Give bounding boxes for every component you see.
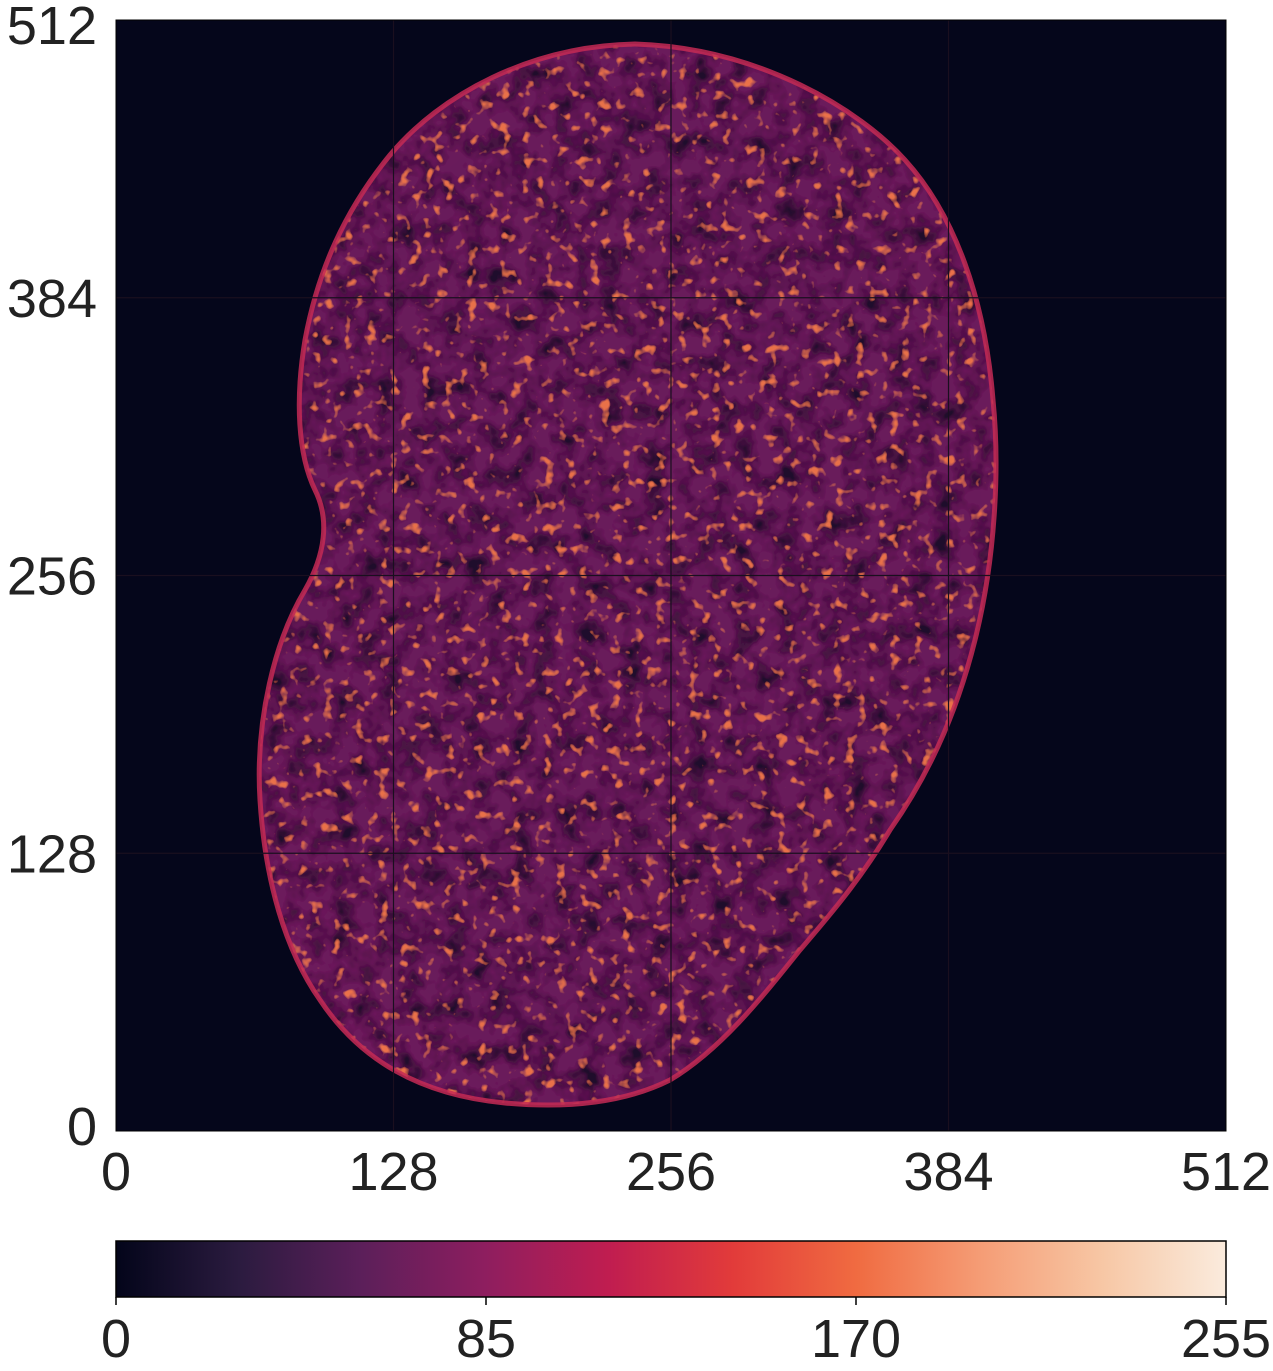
- x-tick-label: 512: [1181, 1142, 1271, 1202]
- colorbar: 0 85 170 255: [101, 1240, 1271, 1369]
- colorbar-ticks: 0 85 170 255: [101, 1297, 1271, 1369]
- y-tick-label: 384: [7, 269, 97, 329]
- x-tick-label: 128: [348, 1142, 438, 1202]
- colorbar-tick-label: 255: [1181, 1309, 1271, 1369]
- x-tick-label: 0: [101, 1142, 131, 1202]
- y-tick-label: 512: [7, 0, 97, 56]
- plot-frame: [115, 19, 1227, 1132]
- colorbar-tick-label: 0: [101, 1309, 131, 1369]
- colorbar-tick-label: 170: [811, 1309, 901, 1369]
- colorbar-gradient: [115, 1240, 1227, 1298]
- nucleus-envelope: [256, 41, 999, 1108]
- x-tick-label: 384: [903, 1142, 993, 1202]
- y-tick-label: 256: [7, 547, 97, 607]
- y-tick-label: 128: [7, 824, 97, 884]
- x-axis: 0 128 256 384 512: [101, 1142, 1271, 1202]
- image-plot-area: [115, 19, 1227, 1132]
- y-tick-label: 0: [67, 1097, 97, 1157]
- x-tick-label: 256: [626, 1142, 716, 1202]
- grid-lines: [116, 20, 1226, 1131]
- colorbar-tick-label: 85: [456, 1309, 516, 1369]
- y-axis: 0 128 256 384 512: [7, 0, 97, 1157]
